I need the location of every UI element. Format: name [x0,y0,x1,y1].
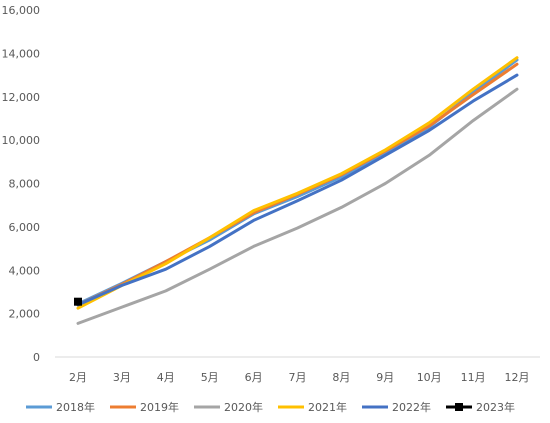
legend-entry: 2020年 [194,400,263,414]
legend-entry: 2023年 [446,400,515,414]
legend-entry: 2021年 [278,400,347,414]
legend: 2018年 2019年 2020年 2021年 2022年 2023年 [26,400,515,414]
data-point-2023年 [74,297,82,306]
x-tick-label: 7月 [289,371,307,384]
series-layer [74,56,519,325]
y-tick-label: 14,000 [2,47,41,60]
x-tick-label: 5月 [201,371,219,384]
x-tick-label: 12月 [505,371,530,384]
legend-label: 2018年 [56,400,95,414]
x-tick-label: 4月 [157,371,175,384]
legend-label: 2023年 [476,400,515,414]
legend-entry: 2022年 [362,400,431,414]
y-tick-label: 10,000 [2,134,41,147]
x-tick-label: 6月 [245,371,263,384]
legend-marker [455,403,463,411]
y-axis: 0 2,000 4,000 6,000 8,000 10,000 12,000 14,000 1… [2,4,41,364]
y-tick-label: 8,000 [9,178,41,191]
x-tick-label: 8月 [332,371,350,384]
series-line-2018年 [76,58,519,306]
legend-label: 2020年 [224,400,263,414]
y-tick-label: 12,000 [2,91,41,104]
y-tick-label: 2,000 [9,308,41,321]
x-tick-label: 9月 [376,371,394,384]
y-tick-label: 16,000 [2,4,41,17]
series-line-2020年 [76,87,519,325]
legend-label: 2022年 [392,400,431,414]
series-line-2021年 [76,56,519,310]
y-tick-label: 0 [33,351,40,364]
x-tick-label: 11月 [461,371,486,384]
x-axis: 2月 3月 4月 5月 6月 7月 8月 9月 10月 11月 12月 [55,356,540,384]
legend-entry: 2018年 [26,400,95,414]
x-tick-label: 3月 [113,371,131,384]
series-line-2019年 [76,62,519,307]
series-line-2022年 [76,73,519,307]
legend-label: 2019年 [140,400,179,414]
x-tick-label: 2月 [69,371,87,384]
legend-entry: 2019年 [110,400,179,414]
x-tick-label: 10月 [417,371,442,384]
y-tick-label: 4,000 [9,264,41,277]
legend-label: 2021年 [308,400,347,414]
y-tick-label: 6,000 [9,221,41,234]
